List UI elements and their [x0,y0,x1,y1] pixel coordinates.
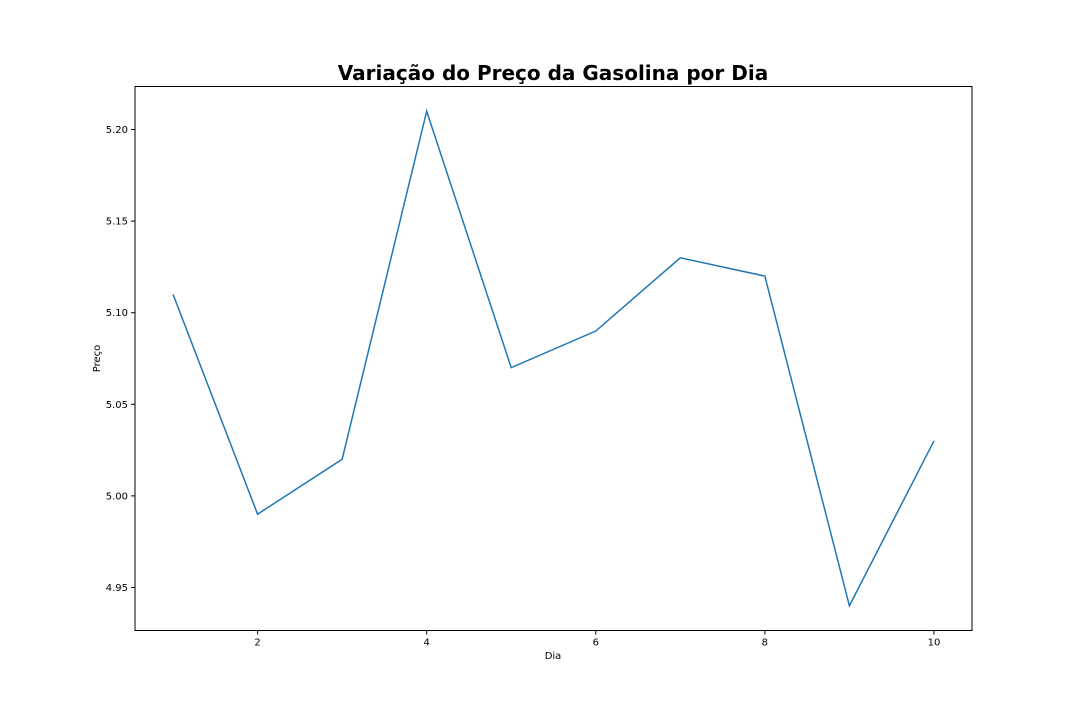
y-tick-label: 5.05 [106,400,128,411]
x-tick-label: 10 [928,638,941,649]
x-tick-label: 4 [423,638,429,649]
y-axis-ticks: 4.95 5.00 5.05 5.10 5.15 5.20 [106,125,135,594]
x-tick-label: 6 [593,638,599,649]
y-tick-label: 4.95 [106,583,128,594]
y-tick-label: 5.20 [106,125,128,136]
y-tick-label: 5.10 [106,308,128,319]
x-tick-label: 2 [254,638,260,649]
y-tick-label: 5.15 [106,217,128,228]
y-tick-label: 5.00 [106,491,128,502]
y-axis-label: Preço [92,345,103,373]
plot-area [172,108,935,608]
series-line [172,108,935,608]
x-axis-ticks: 2 4 6 8 10 [254,630,941,649]
plot-frame [134,86,973,631]
x-axis-label: Dia [545,651,562,662]
chart-title: Variação do Preço da Gasolina por Dia [338,61,768,85]
x-tick-label: 8 [762,638,768,649]
